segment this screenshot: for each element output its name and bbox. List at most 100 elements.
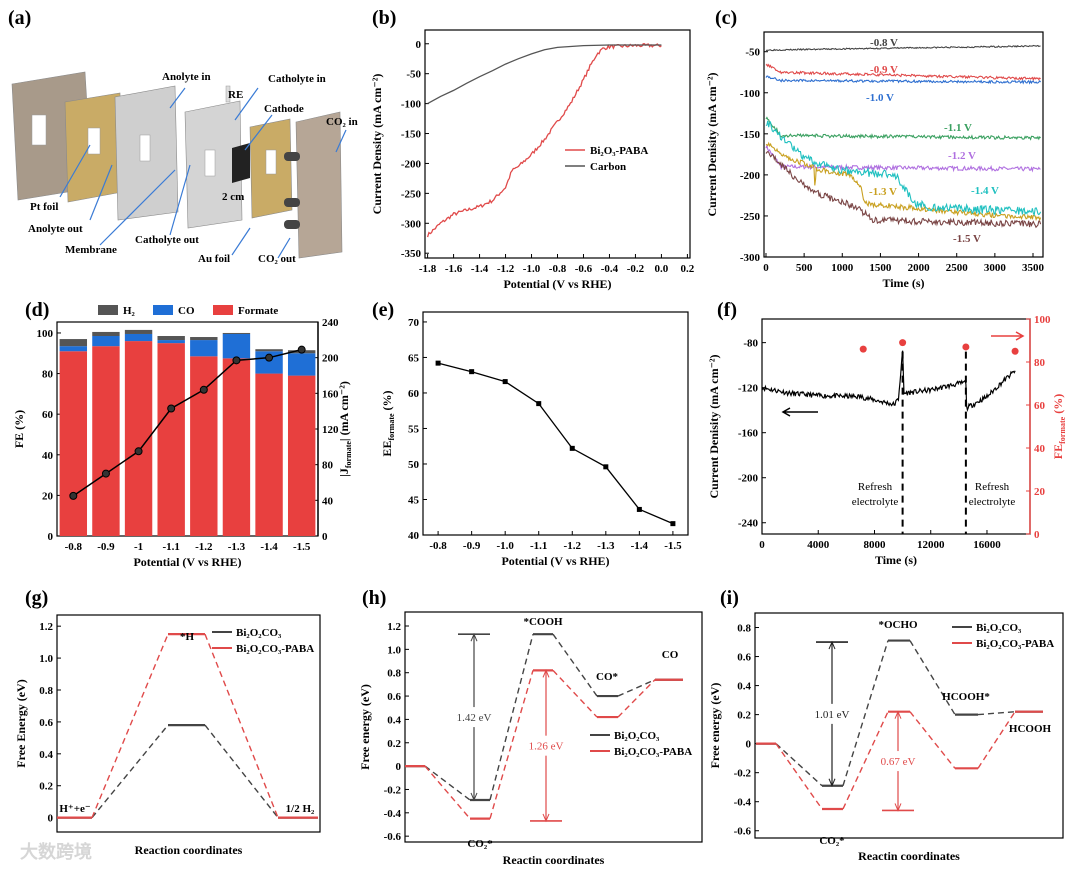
y2-axis-label: FEformate (%) [1051,394,1067,459]
schematic-label: Anolyte out [28,223,83,235]
y-tick-label: -0.2 [734,768,752,780]
x-tick-label: -1.4 [471,263,489,275]
legend-label: Bi₂O₂CO₃-PABA [236,643,314,655]
y-tick-label: 0.8 [387,668,401,680]
window-cutout [139,134,151,162]
y-tick-label: 0 [746,739,752,751]
y-tick-label: 0.6 [387,691,401,703]
y-tick-label: -120 [738,383,759,395]
legend-label: H₂ [123,305,136,317]
x-tick-label: 8000 [863,539,886,551]
energy-connector [909,640,956,715]
x-tick-label: 0 [759,539,765,551]
bar-h [190,337,218,341]
energy-connector [489,634,534,801]
plot-frame [404,611,703,843]
y-tick-label: 65 [408,352,420,364]
y-tick-label: -160 [738,428,759,440]
energy-connector [204,724,279,819]
series-line [765,120,1042,217]
ee-formate-point [670,521,676,527]
pointer-arrow [234,87,259,121]
y-tick-label: 0.2 [737,710,751,722]
y-axis-label: FE (%) [12,410,26,448]
window-cutout [204,149,216,177]
window-cutout [265,149,277,175]
bar-co [124,333,153,342]
series-label: -0.9 V [870,64,898,76]
bar-formate [190,356,218,536]
gas-pipe [284,198,300,207]
y-tick-label: -0.4 [734,797,752,809]
j-formate-point [232,356,241,365]
y2-axis-label-part: formate [344,441,353,469]
y-axis-label-part: EE [380,441,394,457]
chart-panel-e: -0.8 -0.9 -1.0 -1.1 -1.2 -1.3 -1.4 -1.5 40 45 50 55… [380,311,689,568]
plot-frame [754,612,1064,839]
fe-formate-point [962,343,970,351]
panel-label: (c) [715,7,737,29]
y2-axis-label-part: | (mA cm⁻²) [337,381,351,441]
bar-h [255,349,283,352]
x-axis-label: Potential (V vs RHE) [503,277,611,291]
state-label: CO* [596,671,619,683]
y-tick-label: 0.8 [39,685,53,697]
series-label: -1.3 V [869,186,897,198]
y2-axis-label-part: |J [337,468,351,477]
energy-connector [617,679,656,718]
energy-connector [775,743,823,810]
series-label: -1.5 V [953,233,981,245]
panel-label: (e) [372,299,394,321]
panel-label: (f) [717,299,737,321]
series-label: -1.0 V [866,92,894,104]
y-tick-label: 0.2 [39,781,53,793]
y-tick-label: -150 [401,129,422,141]
y-tick-label: 60 [408,388,420,400]
current-trace [761,350,1016,412]
y-axis-label: Free energy (eV) [358,684,372,770]
barrier-label: 1.26 eV [529,741,564,753]
y-tick-label: 100 [37,328,54,340]
y2-axis-label-part: (%) [1051,394,1065,417]
y-axis-label: Free Energy (eV) [14,679,28,767]
schematic-label: Pt foil [30,201,58,213]
x-tick-label: 0.2 [681,263,695,275]
x-tick-label: -0.8 [429,540,447,552]
pointer-arrow [169,87,186,109]
y-tick-label: -0.6 [734,826,752,838]
series-line-carbon [427,44,662,105]
y-axis-label: Current Density (mA cm⁻²) [370,74,384,215]
state-label: CO₂* [819,835,845,847]
legend-label: Bi₂O₂CO₃ [236,627,282,639]
y-tick-label: 1.0 [387,644,401,656]
y-axis-label: Free energy (eV) [708,683,722,769]
energy-connector [424,765,471,801]
pointer-arrow [89,164,113,221]
y-tick-label: -200 [738,473,759,485]
x-tick-label: -1.1 [162,541,179,553]
x-tick-label: -1.4 [260,541,278,553]
series-line [765,75,1042,85]
back-plate-cathode [295,111,343,259]
chart-panel-b: -1.8 -1.6 -1.4 -1.2 -1.0 -0.8 -0.6 -0.4 -0.2 0.0 0… [370,29,695,291]
x-axis-label: Reactin coordinates [503,853,605,867]
state-label: CO [662,649,679,661]
x-axis-label: Time (s) [882,276,924,290]
series-label: -0.8 V [870,37,898,49]
pointer-arrow [277,237,291,259]
y-tick-label: 40 [42,450,54,462]
y-tick-label: 40 [408,530,420,542]
bar-formate [92,346,120,536]
chart-panel-f: 0 4000 8000 12000 16000-80-120-160-200-24002… [707,314,1067,567]
schematic-label: Membrane [65,244,117,256]
bar-co [255,351,283,374]
flow-cell-schematic: Anolyte in RE Catholyte in Cathode CO₂ in Pt … [11,71,358,265]
x-tick-label: -1.2 [564,540,582,552]
y2-tick-label: 0 [322,531,328,543]
y-tick-label: 0 [48,531,54,543]
schematic-label: Anolyte in [162,71,211,83]
y2-tick-label: 160 [322,388,339,400]
y-tick-label: -50 [745,47,760,59]
